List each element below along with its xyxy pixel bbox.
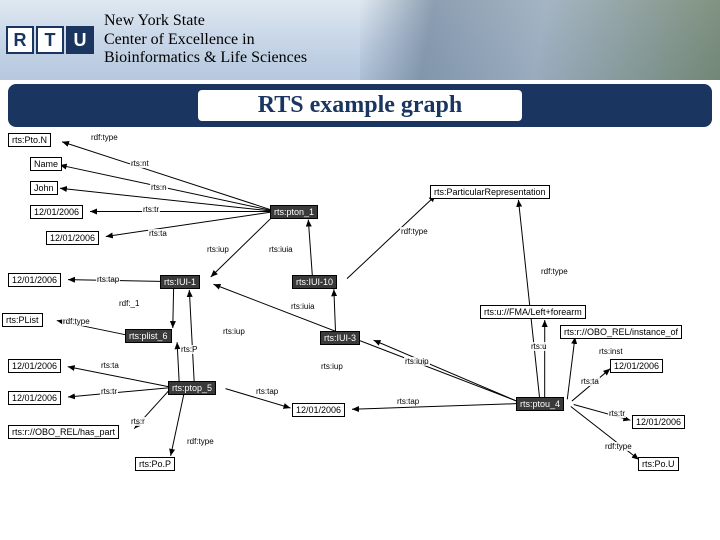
graph-edge-label: rts:ta bbox=[580, 377, 600, 386]
graph-edge-label: rdf:type bbox=[186, 437, 215, 446]
graph-edge-label: rts:tr bbox=[142, 205, 160, 214]
graph-edge-label: rts:tap bbox=[96, 275, 120, 284]
graph-node: 12/01/2006 bbox=[8, 273, 61, 287]
logo-letter-r: R bbox=[6, 26, 34, 54]
logo-letter-u: U bbox=[66, 26, 94, 54]
graph-edge-label: rts:iup bbox=[206, 245, 230, 254]
graph-edge-label: rts:iuip bbox=[404, 357, 430, 366]
header: R T U New York State Center of Excellenc… bbox=[0, 0, 720, 80]
graph-edge-label: rts:iuia bbox=[268, 245, 294, 254]
graph-edge-label: rts:tr bbox=[608, 409, 626, 418]
graph-node: 12/01/2006 bbox=[292, 403, 345, 417]
graph-node: 12/01/2006 bbox=[8, 359, 61, 373]
graph-node: 12/01/2006 bbox=[8, 391, 61, 405]
header-line3: Bioinformatics & Life Sciences bbox=[104, 49, 307, 67]
graph-node: rts:pton_1 bbox=[270, 205, 318, 219]
graph-node: rts:ParticularRepresentation bbox=[430, 185, 550, 199]
header-line1: New York State bbox=[104, 12, 307, 30]
graph-node: rts:IUI-10 bbox=[292, 275, 337, 289]
graph-edge-label: rts:iup bbox=[222, 327, 246, 336]
graph-edge-label: rts:tap bbox=[396, 397, 420, 406]
graph-node: rts:ptou_4 bbox=[516, 397, 564, 411]
graph-edge-label: rts:ta bbox=[148, 229, 168, 238]
graph-edge-label: rts:n bbox=[150, 183, 168, 192]
graph-node: 12/01/2006 bbox=[632, 415, 685, 429]
graph-node: John bbox=[30, 181, 58, 195]
graph-edge-label: rts:tr bbox=[100, 387, 118, 396]
graph-node: rts:u://FMA/Left+forearm bbox=[480, 305, 586, 319]
graph-edge-label: rts:iuia bbox=[290, 302, 316, 311]
graph-node: 12/01/2006 bbox=[610, 359, 663, 373]
graph-node: rts:ptop_5 bbox=[168, 381, 216, 395]
graph-node: rts:PList bbox=[2, 313, 43, 327]
graph-edge-label: rdf:type bbox=[90, 133, 119, 142]
graph-edge-label: rdf:type bbox=[62, 317, 91, 326]
graph-node: rts:r://OBO_REL/has_part bbox=[8, 425, 119, 439]
graph-node: rts:Pto.N bbox=[8, 133, 51, 147]
graph-edge-label: rdf:type bbox=[540, 267, 569, 276]
graph-edge-label: rts:inst bbox=[598, 347, 624, 356]
graph-edge-label: rts:r bbox=[130, 417, 146, 426]
graph-node: Name bbox=[30, 157, 62, 171]
graph-edge-label: rts:ta bbox=[100, 361, 120, 370]
graph-node: rts:Po.P bbox=[135, 457, 175, 471]
graph-area: rts:Pto.N Name John 12/01/2006 12/01/2006 12/… bbox=[0, 127, 720, 537]
logo: R T U bbox=[6, 26, 94, 54]
graph-node: rts:r://OBO_REL/instance_of bbox=[560, 325, 682, 339]
graph-edge-label: rts:u bbox=[530, 342, 548, 351]
graph-edge-label: rts:tap bbox=[255, 387, 279, 396]
graph-node: rts:Po.U bbox=[638, 457, 679, 471]
header-text: New York State Center of Excellence in B… bbox=[104, 12, 307, 67]
page-title: RTS example graph bbox=[198, 90, 523, 121]
graph-edge-label: rts:P bbox=[180, 345, 198, 354]
header-building-image bbox=[360, 0, 720, 80]
title-bar: RTS example graph bbox=[8, 84, 712, 127]
logo-letter-t: T bbox=[36, 26, 64, 54]
graph-node: 12/01/2006 bbox=[30, 205, 83, 219]
graph-edge-label: rdf:type bbox=[400, 227, 429, 236]
header-line2: Center of Excellence in bbox=[104, 31, 307, 49]
graph-edge-label: rts:iup bbox=[320, 362, 344, 371]
graph-edge-label: rts:nt bbox=[130, 159, 150, 168]
graph-edge-label: rdf:type bbox=[604, 442, 633, 451]
graph-edge-label: rdf:_1 bbox=[118, 299, 140, 308]
graph-node: rts:IUI-1 bbox=[160, 275, 200, 289]
graph-node: rts:IUI-3 bbox=[320, 331, 360, 345]
graph-node: rts:plist_6 bbox=[125, 329, 172, 343]
graph-node: 12/01/2006 bbox=[46, 231, 99, 245]
